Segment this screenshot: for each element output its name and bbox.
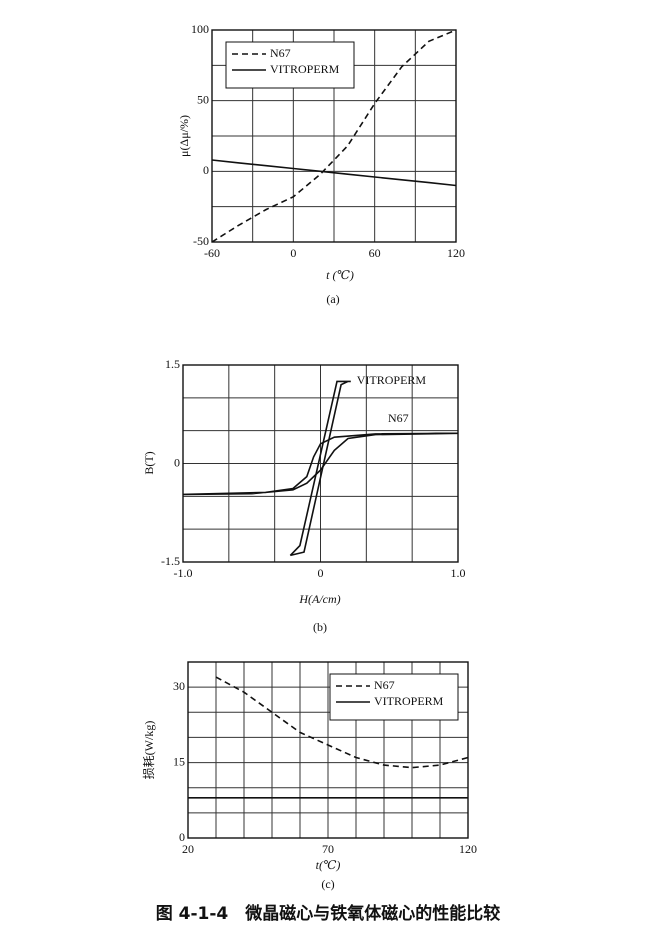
series-line	[211, 29, 457, 243]
plot-frame	[211, 29, 457, 243]
x-tick-label: 20	[182, 842, 194, 856]
series-line	[215, 676, 469, 769]
y-tick-label: -50	[193, 234, 209, 248]
legend-box	[329, 673, 459, 721]
x-tick-label: -1.0	[174, 566, 193, 580]
y-tick-label: 0	[174, 455, 180, 469]
x-axis-label: H(A/cm)	[298, 592, 340, 606]
panel-subtitle: (a)	[326, 292, 339, 306]
y-axis-label: B(T)	[142, 451, 156, 474]
legend-box	[225, 41, 355, 89]
legend-label: N67	[374, 678, 395, 692]
chart-panel: 20 70 120 0 15 30 t(℃) 损耗(W/kg) (c) N67 VITROPERM	[142, 661, 477, 891]
x-tick-label: 120	[459, 842, 477, 856]
series-line	[182, 432, 459, 496]
x-tick-label: 0	[318, 566, 324, 580]
x-tick-label: 120	[447, 246, 465, 260]
plot-frame	[187, 661, 469, 839]
series-line	[289, 380, 351, 557]
y-tick-label: 15	[173, 754, 185, 768]
series-line	[211, 159, 457, 187]
x-tick-label: -60	[204, 246, 220, 260]
legend-label: VITROPERM	[270, 62, 340, 76]
y-tick-label: 50	[197, 92, 209, 106]
panel-subtitle: (c)	[321, 877, 334, 891]
x-axis-label: t(℃)	[316, 858, 341, 872]
x-tick-label: 70	[322, 842, 334, 856]
series-label: N67	[388, 411, 409, 425]
chart-panel: -60 0 60 120 -50 0 50 100 t (℃) μ(Δμ/%) (a) N67 VITR…	[177, 22, 465, 306]
panel-subtitle: (b)	[313, 620, 327, 634]
x-tick-label: 0	[290, 246, 296, 260]
y-tick-label: 0	[203, 163, 209, 177]
x-tick-label: 1.0	[451, 566, 466, 580]
legend-label: VITROPERM	[374, 694, 444, 708]
chart-panel: -1.0 0 1.0 -1.5 0 1.5 H(A/cm) B(T) (b) VITROPERM N…	[142, 357, 466, 634]
figure-caption: 图 4-1-4 微晶磁心与铁氧体磁心的性能比较	[156, 903, 501, 924]
x-axis-label: t (℃)	[326, 268, 354, 282]
y-tick-label: -1.5	[161, 554, 180, 568]
plot-frame	[182, 364, 459, 563]
y-tick-label: 0	[179, 830, 185, 844]
legend-label: N67	[270, 46, 291, 60]
series-label: VITROPERM	[357, 373, 427, 387]
y-tick-label: 100	[191, 22, 209, 36]
y-tick-label: 30	[173, 679, 185, 693]
x-tick-label: 60	[369, 246, 381, 260]
y-tick-label: 1.5	[165, 357, 180, 371]
y-axis-label: 损耗(W/kg)	[142, 721, 156, 780]
y-axis-label: μ(Δμ/%)	[177, 115, 191, 157]
